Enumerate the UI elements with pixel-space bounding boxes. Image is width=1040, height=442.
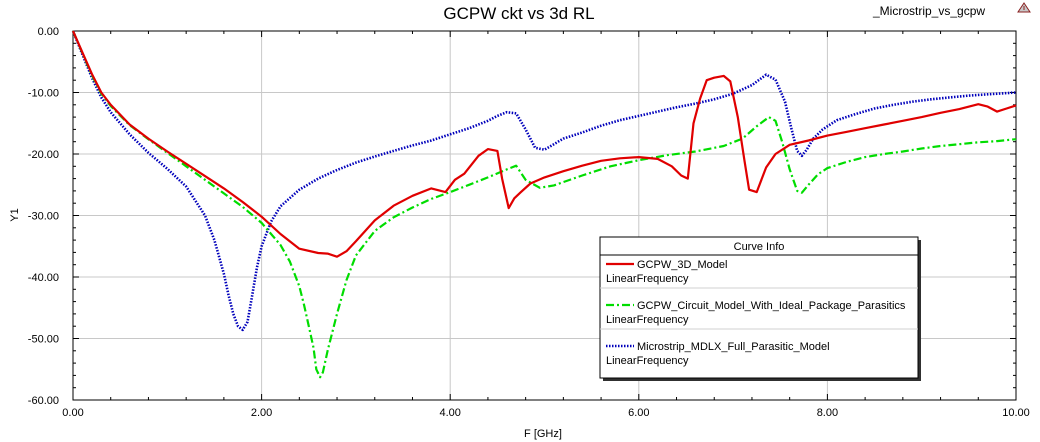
legend-series-name: GCPW_3D_Model <box>637 259 727 271</box>
y-tick-label: -60.00 <box>28 395 59 407</box>
y-axis: 0.00 -10.00 -20.00 -30.00 -40.00 -50.00 -60.00 <box>28 26 59 407</box>
project-name: _Microstrip_vs_gcpw <box>872 4 985 18</box>
legend-item[interactable]: Microstrip_MDLX_Full_Parasitic_Model Line… <box>606 341 830 367</box>
x-axis: 0.00 2.00 4.00 6.00 8.00 10.00 <box>62 407 1029 419</box>
legend-item[interactable]: GCPW_Circuit_Model_With_Ideal_Package_Pa… <box>606 300 906 326</box>
legend-series-name: GCPW_Circuit_Model_With_Ideal_Package_Pa… <box>637 300 906 312</box>
series-line-2[interactable] <box>71 30 1017 379</box>
series-line-3[interactable] <box>71 30 1017 332</box>
minor-ticks <box>72 30 1017 401</box>
x-tick-label: 4.00 <box>439 407 460 419</box>
y-tick-label: -10.00 <box>28 88 59 100</box>
y-axis-label: Y1 <box>9 208 21 221</box>
y-tick-label: -50.00 <box>28 334 59 346</box>
legend-series-name: Microstrip_MDLX_Full_Parasitic_Model <box>637 341 830 353</box>
x-axis-label: F [GHz] <box>524 428 562 440</box>
legend-sweep-name: LinearFrequency <box>606 273 689 285</box>
ansys-logo-icon <box>1017 2 1031 13</box>
y-tick-label: -40.00 <box>28 272 59 284</box>
x-tick-label: 10.00 <box>1002 407 1030 419</box>
x-tick-label: 6.00 <box>628 407 649 419</box>
series-line-1[interactable] <box>71 30 1017 258</box>
legend-sweep-name: LinearFrequency <box>606 355 689 367</box>
series-layer <box>71 30 1017 379</box>
x-tick-label: 0.00 <box>62 407 83 419</box>
legend[interactable]: Curve Info GCPW_3D_ModelLinearFrequencyG… <box>599 236 921 381</box>
legend-sweep-name: LinearFrequency <box>606 314 689 326</box>
x-tick-label: 8.00 <box>817 407 838 419</box>
chart-title: GCPW ckt vs 3d RL <box>443 4 594 23</box>
y-tick-label: -20.00 <box>28 149 59 161</box>
legend-title: Curve Info <box>734 241 785 253</box>
y-tick-label: -30.00 <box>28 211 59 223</box>
x-tick-label: 2.00 <box>251 407 272 419</box>
y-tick-label: 0.00 <box>38 26 59 38</box>
legend-item[interactable]: GCPW_3D_Model LinearFrequency <box>606 259 727 285</box>
